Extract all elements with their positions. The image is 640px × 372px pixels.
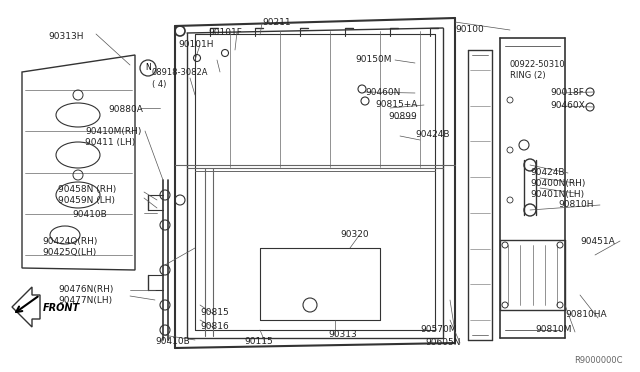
Text: N: N [145, 64, 151, 73]
Text: 90815+A: 90815+A [375, 100, 417, 109]
Text: 90410M(RH): 90410M(RH) [85, 127, 141, 136]
Text: 90424Q(RH): 90424Q(RH) [42, 237, 97, 246]
Text: 90810HA: 90810HA [565, 310, 607, 319]
Text: 90211: 90211 [262, 18, 291, 27]
Text: 90400N(RH): 90400N(RH) [530, 179, 586, 188]
Text: 90411 (LH): 90411 (LH) [85, 138, 135, 147]
Text: 00922-50310: 00922-50310 [510, 60, 566, 69]
Text: 08918-3082A: 08918-3082A [152, 68, 209, 77]
Text: 90476N(RH): 90476N(RH) [58, 285, 113, 294]
Text: 90100: 90100 [455, 25, 484, 34]
Text: 90150M: 90150M [355, 55, 392, 64]
Text: 90401N(LH): 90401N(LH) [530, 190, 584, 199]
Text: 90880A: 90880A [108, 105, 143, 114]
Text: 90459N (LH): 90459N (LH) [58, 196, 115, 205]
Text: 90424B: 90424B [530, 168, 564, 177]
Text: 90816: 90816 [200, 322, 228, 331]
Text: FRONT: FRONT [43, 303, 80, 313]
Text: 90425Q(LH): 90425Q(LH) [42, 248, 96, 257]
Text: 90410B: 90410B [72, 210, 107, 219]
Text: R9000000C: R9000000C [574, 356, 623, 365]
Text: 90313H: 90313H [48, 32, 83, 41]
Text: 90018F: 90018F [550, 88, 584, 97]
Polygon shape [12, 287, 40, 327]
Text: 90320: 90320 [340, 230, 369, 239]
Text: 90313: 90313 [328, 330, 356, 339]
Text: 90815: 90815 [200, 308, 228, 317]
Text: 90458N (RH): 90458N (RH) [58, 185, 116, 194]
Text: 90810H: 90810H [558, 200, 593, 209]
Text: 90410B: 90410B [155, 337, 189, 346]
Text: 90605N: 90605N [425, 338, 461, 347]
Text: 90460N: 90460N [365, 88, 401, 97]
Text: 90477N(LH): 90477N(LH) [58, 296, 112, 305]
Text: 90101H: 90101H [178, 40, 214, 49]
Text: 90899: 90899 [388, 112, 417, 121]
Text: RING (2): RING (2) [510, 71, 546, 80]
Text: 90115: 90115 [244, 337, 273, 346]
Text: 90810M: 90810M [535, 325, 572, 334]
Text: ( 4): ( 4) [152, 80, 166, 89]
Text: 90424B: 90424B [415, 130, 449, 139]
Text: 90101F: 90101F [208, 28, 242, 37]
Text: 90451A: 90451A [580, 237, 615, 246]
Text: 90570M: 90570M [420, 325, 456, 334]
Text: 90460X: 90460X [550, 101, 585, 110]
